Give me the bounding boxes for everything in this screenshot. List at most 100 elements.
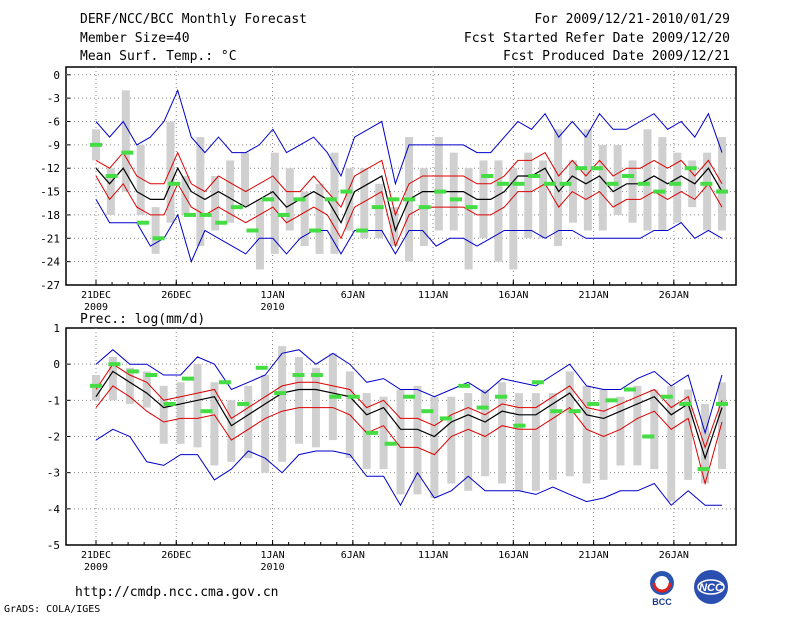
spread-bar — [524, 152, 533, 239]
observation-marker — [182, 376, 195, 381]
observation-marker — [199, 212, 212, 217]
observation-marker — [183, 212, 196, 217]
spread-bar — [121, 90, 130, 192]
x-tick-label: 6JAN — [341, 550, 365, 561]
y-tick-label: -12 — [40, 162, 60, 175]
ensemble-mean-line — [95, 370, 723, 461]
spread-bar — [285, 168, 294, 231]
spread-bar — [210, 382, 219, 466]
spread-bar — [718, 382, 726, 470]
spread-bar — [125, 367, 134, 404]
spread-bar — [434, 137, 443, 231]
spread-bar — [688, 160, 697, 208]
observation-marker — [90, 142, 102, 147]
observation-marker — [356, 228, 369, 233]
spread-bar — [193, 364, 202, 448]
y-tick-label: -3 — [47, 92, 60, 105]
observation-marker — [622, 174, 635, 178]
observation-marker — [329, 394, 342, 399]
spread-bar — [701, 403, 710, 484]
spread-bar — [583, 129, 592, 231]
observation-marker — [684, 166, 697, 171]
ncc-logo: NCC — [694, 570, 728, 604]
observation-marker — [495, 394, 508, 399]
upper-spread-line — [95, 151, 723, 217]
source-url[interactable]: http://cmdp.ncc.cma.gov.cn — [75, 585, 279, 600]
x-tick-label: 6JAN — [341, 290, 365, 301]
observation-marker — [605, 398, 618, 403]
observation-marker — [481, 174, 494, 178]
observation-marker — [277, 212, 290, 217]
spread-bar — [509, 168, 518, 270]
spread-bar — [108, 356, 117, 401]
spread-bar — [379, 396, 388, 470]
spread-bar — [330, 152, 339, 254]
spread-bar — [360, 168, 369, 239]
spread-bar — [447, 396, 456, 484]
observation-marker — [121, 150, 134, 155]
observation-marker — [371, 205, 384, 210]
observation-marker — [387, 197, 400, 202]
observation-marker — [543, 181, 556, 186]
observation-marker — [163, 401, 176, 406]
observation-marker — [255, 365, 268, 370]
lower-spread-line — [95, 175, 723, 248]
spread-bar — [315, 183, 324, 254]
observation-marker — [550, 409, 563, 414]
spread-bar — [684, 389, 693, 480]
spread-bar — [413, 385, 422, 495]
spread-bar — [196, 137, 205, 247]
observation-marker — [606, 181, 619, 186]
spread-bar — [241, 152, 250, 208]
spread-bar — [244, 385, 253, 459]
spread-bar — [650, 389, 659, 470]
y-tick-label: -3 — [47, 467, 60, 480]
x-tick-label: 26JAN — [659, 550, 689, 561]
observation-marker — [421, 409, 434, 414]
spread-bar — [613, 144, 622, 215]
lower-spread-line — [95, 385, 723, 486]
y-tick-label: -2 — [47, 431, 60, 444]
observation-marker — [403, 197, 415, 202]
observation-marker — [152, 236, 165, 241]
observation-marker — [292, 373, 305, 378]
y-tick-label: -24 — [40, 256, 60, 269]
chart-title: DERF/NCC/BCC Monthly Forecast — [80, 12, 307, 27]
y-tick-label: -6 — [47, 116, 60, 129]
upper-spread-line — [95, 363, 723, 449]
spread-bar — [539, 160, 548, 239]
observation-marker — [587, 401, 600, 406]
observation-marker — [108, 362, 121, 367]
observation-marker — [476, 405, 489, 410]
observation-marker — [642, 434, 655, 439]
observation-marker — [700, 181, 713, 186]
observation-marker — [513, 423, 526, 428]
y-tick-label: 0 — [53, 358, 60, 371]
observation-marker — [262, 197, 275, 202]
upper-envelope-line — [95, 349, 723, 435]
observation-marker — [274, 391, 287, 396]
spread-bar — [375, 183, 384, 239]
x-tick-label: 21DEC — [81, 550, 111, 561]
spread-bar — [498, 382, 507, 484]
spread-bar — [667, 385, 676, 502]
spread-bar — [295, 356, 304, 444]
variable-label: Mean Surf. Temp.: °C — [80, 49, 237, 64]
spread-bar — [151, 207, 160, 254]
spread-bar — [211, 176, 220, 231]
spread-bar — [270, 152, 279, 254]
observation-marker — [669, 181, 682, 186]
spread-bar — [255, 199, 264, 270]
observation-marker — [215, 220, 228, 225]
observation-marker — [237, 401, 250, 406]
observation-marker — [679, 401, 692, 406]
observation-marker — [575, 166, 588, 171]
grads-credit: GrADS: COLA/IGES — [4, 604, 101, 615]
observation-marker — [496, 181, 509, 186]
member-size: Member Size=40 — [80, 31, 190, 46]
spread-bar — [106, 168, 115, 215]
y-tick-label: 1 — [53, 322, 60, 335]
forecast-produced-date: Fcst Produced Date 2009/12/21 — [503, 49, 730, 64]
spread-bar — [142, 371, 151, 408]
